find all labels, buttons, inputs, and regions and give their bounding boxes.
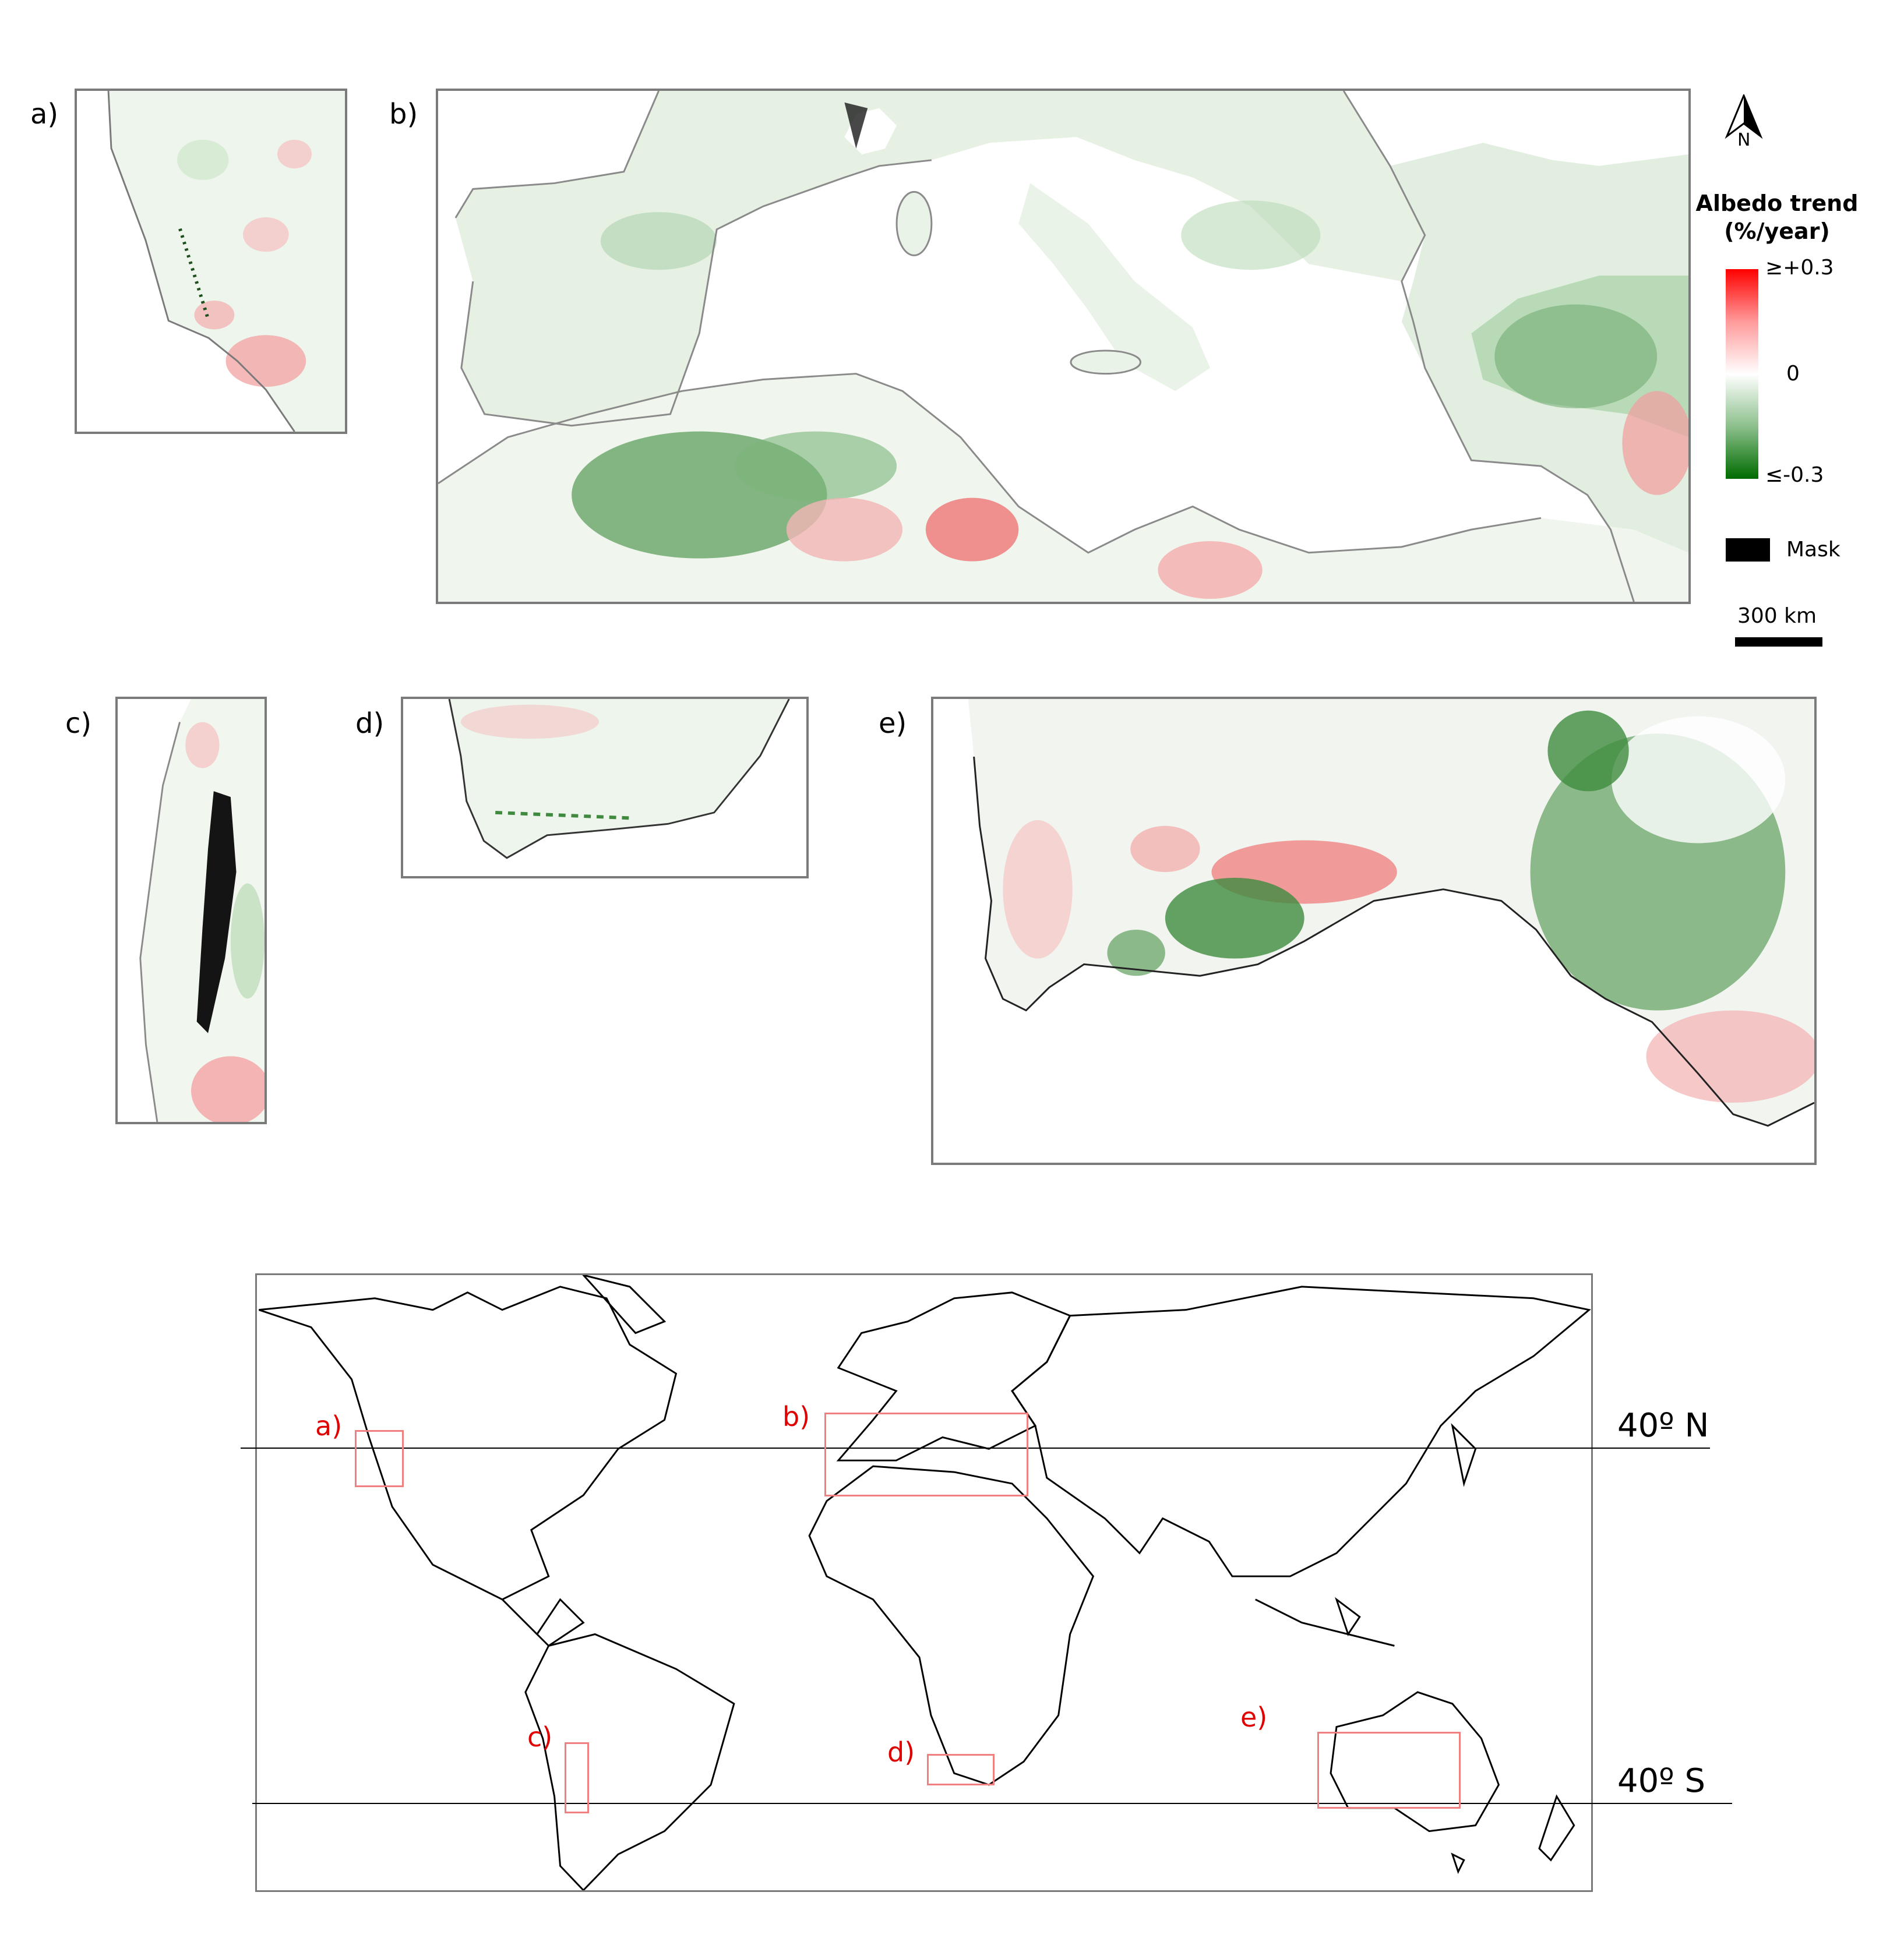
panel-e-label: e) [879,707,907,740]
region-box-b [824,1413,1028,1496]
overview-world-map: a) b) c) d) e) [241,1273,1732,1892]
colorbar-max-label: ≥+0.3 [1765,256,1834,280]
legend-title-line1: Albedo trend [1695,190,1859,216]
scalebar-label: 300 km [1737,604,1817,628]
colorbar-min-label: ≤-0.3 [1765,463,1824,487]
panel-e-raster [968,699,1814,1127]
region-label-b: b) [782,1401,810,1432]
legend-title-line2: (%/year) [1724,218,1830,244]
region-label-d: d) [887,1736,915,1768]
lat-label-40n: 40º N [1617,1407,1709,1445]
panel-b-raster [438,91,1688,602]
albedo-colorbar [1726,269,1758,479]
panel-c-label: c) [65,707,92,740]
mask-label: Mask [1786,538,1840,562]
panel-c-raster [139,699,265,1122]
lat-line-40s [252,1803,1732,1804]
panel-d-label: d) [355,707,385,740]
north-arrow-icon [1723,93,1764,147]
region-label-e: e) [1240,1702,1268,1733]
mask-swatch [1726,538,1770,562]
colorbar-mid-label: 0 [1786,362,1800,386]
scalebar [1735,637,1822,647]
lat-line-40n [241,1448,1710,1449]
panel-c-map [115,697,267,1124]
north-arrow-label: N [1737,130,1751,150]
region-label-c: c) [527,1721,553,1753]
region-box-d [927,1754,995,1785]
panel-d-map [401,697,809,878]
panel-a-raster [107,91,345,432]
region-box-c [565,1742,589,1813]
world-coastlines [259,1275,1591,1890]
panel-e-map [931,697,1817,1165]
region-box-a [355,1430,404,1487]
legend-title: Albedo trend (%/year) [1678,190,1876,245]
region-box-e [1317,1732,1461,1809]
panel-b-label: b) [389,98,418,130]
region-label-a: a) [315,1410,343,1442]
lat-label-40s: 40º S [1617,1762,1705,1800]
panel-b-map [436,89,1691,604]
panel-a-map [75,89,347,434]
panel-d-raster [448,699,790,859]
panel-a-label: a) [30,98,59,130]
